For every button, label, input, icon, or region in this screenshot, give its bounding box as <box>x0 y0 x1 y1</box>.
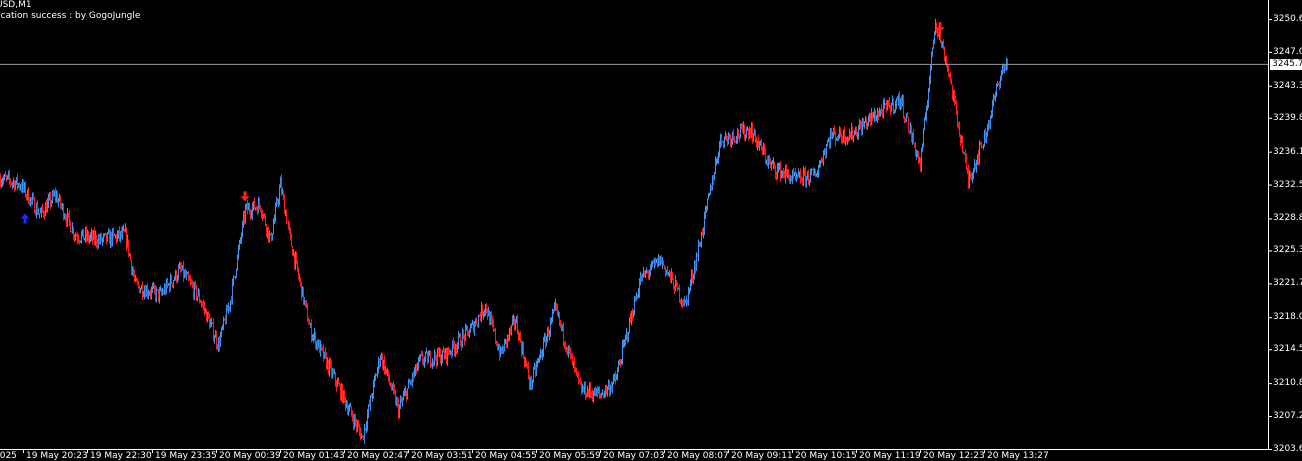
buy-signal-arrow-icon <box>20 213 30 224</box>
chart-symbol-title: USD,M1 <box>0 0 32 10</box>
time-tick-label: 19 May 22:30 <box>90 451 152 461</box>
time-tick-label: 20 May 04:55 <box>475 451 537 461</box>
price-tick-label: 3221.7 <box>1273 278 1302 289</box>
price-tick-label: 3207.2 <box>1273 411 1302 422</box>
time-tick-label: 20 May 00:39 <box>219 451 281 461</box>
time-tick-label: 20 May 10:15 <box>795 451 857 461</box>
price-tick-label: 3247.0 <box>1273 46 1302 57</box>
time-tick-label: 20 May 09:11 <box>731 451 793 461</box>
price-tick-label: 3225.3 <box>1273 245 1302 256</box>
time-tick-label: 20 May 02:47 <box>347 451 409 461</box>
price-tick-label: 3243.3 <box>1273 80 1302 91</box>
time-tick-label: 20 May 08:07 <box>667 451 729 461</box>
price-tick-label: 3214.5 <box>1273 344 1302 355</box>
price-tick-label: 3232.5 <box>1273 179 1302 190</box>
time-tick-label: 2025 <box>0 451 17 461</box>
time-tick-label: 20 May 12:23 <box>923 451 985 461</box>
time-tick-label: 19 May 23:35 <box>155 451 217 461</box>
time-tick-label: 20 May 13:27 <box>987 451 1049 461</box>
time-tick-label: 20 May 07:03 <box>603 451 665 461</box>
time-tick-label: 20 May 03:51 <box>411 451 473 461</box>
time-tick-label: 20 May 05:59 <box>539 451 601 461</box>
price-tick-label: 3236.1 <box>1273 146 1302 157</box>
price-tick-label: 3239.8 <box>1273 112 1302 123</box>
time-tick-label: 20 May 11:19 <box>859 451 921 461</box>
price-tick-label: 3228.8 <box>1273 213 1302 224</box>
sell-signal-arrow-icon <box>935 22 945 33</box>
bid-price-label: 3245.7 <box>1270 58 1302 70</box>
indicator-status-text: ication success : by GogoJungle <box>0 11 141 21</box>
price-tick-label: 3203.6 <box>1273 444 1302 454</box>
sell-signal-arrow-icon <box>240 191 250 202</box>
time-tick-label: 19 May 20:23 <box>26 451 88 461</box>
price-tick-label: 3250.6 <box>1273 14 1302 24</box>
price-tick-label: 3218.0 <box>1273 312 1302 323</box>
time-tick-label: 20 May 01:43 <box>283 451 345 461</box>
price-tick-label: 3210.8 <box>1273 378 1302 389</box>
